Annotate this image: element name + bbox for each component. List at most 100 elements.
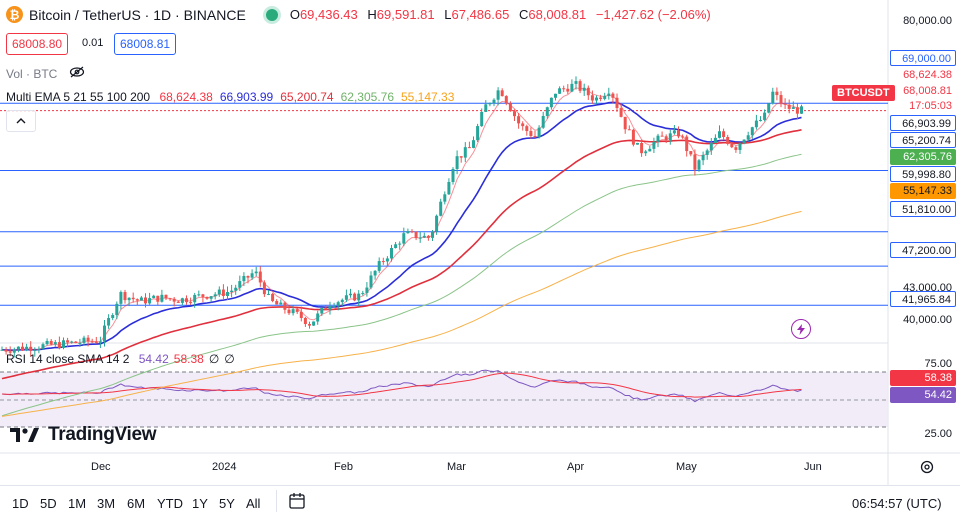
rsi-pane (0, 369, 888, 428)
candle-body (689, 151, 693, 155)
candle-body (29, 346, 33, 351)
candle-body (787, 104, 791, 109)
candle-body (463, 147, 467, 158)
candle-body (312, 321, 316, 326)
candle-body (336, 302, 340, 307)
range-button-all[interactable]: All (246, 496, 261, 511)
volume-indicator[interactable]: Vol · BTC (6, 66, 85, 81)
rsi-legend[interactable]: RSI 14 close SMA 14 2 54.42 58.38 ∅ ∅ (6, 352, 240, 366)
candle-body (234, 287, 238, 291)
candle-body (49, 340, 53, 345)
rsi-line (1, 369, 802, 403)
time-tick: Mar (447, 461, 466, 473)
candle-body (767, 103, 771, 113)
candle-body (66, 340, 70, 343)
candle-body (279, 302, 283, 305)
toolbar-divider (276, 490, 277, 512)
clock[interactable]: 06:54:57 (UTC) (852, 496, 942, 511)
date-range-calendar-icon[interactable] (288, 492, 306, 515)
candle-body (4, 349, 8, 352)
candle-body (677, 130, 680, 137)
candle-body (582, 87, 586, 91)
candle-body (517, 116, 521, 124)
rsi-value: ∅ (224, 352, 235, 366)
candle-body (349, 293, 352, 296)
rsi-tick: 75.00 (924, 358, 952, 370)
range-button-ytd[interactable]: YTD (157, 496, 183, 511)
candle-body (791, 107, 795, 109)
candle-body (447, 181, 451, 195)
candle-body (98, 341, 102, 343)
spread-value: 0.01 (82, 37, 104, 49)
candle-body (603, 95, 607, 99)
candle-body (201, 294, 205, 297)
symbol-header[interactable]: ₿ Bitcoin / TetherUS · 1D · BINANCE O69,… (6, 6, 717, 23)
price-axis-badge: 62,305.76 (890, 149, 956, 165)
price-change: −1,427.62 (−2.06%) (595, 7, 711, 22)
candle-body (164, 294, 168, 299)
candle-body (107, 318, 111, 326)
candle-body (426, 235, 430, 238)
candle-body (422, 235, 426, 238)
candle-body (205, 296, 209, 299)
candle-body (414, 231, 418, 238)
candle-body (644, 151, 648, 154)
candle-body (726, 136, 730, 144)
ema-lines (1, 87, 802, 417)
range-button-1d[interactable]: 1D (12, 496, 29, 511)
range-button-3m[interactable]: 3M (97, 496, 116, 511)
bitcoin-logo-icon: ₿ (6, 6, 23, 23)
candle-body (504, 96, 508, 104)
volume-label: Vol · BTC (6, 67, 58, 81)
alert-lightning-icon[interactable] (791, 319, 811, 339)
candle-body (513, 111, 516, 117)
tradingview-logo[interactable]: TradingView (10, 424, 157, 446)
tradingview-logo-icon (10, 428, 39, 442)
candle-body (295, 309, 299, 312)
sell-button[interactable]: 68008.80 (6, 33, 69, 55)
candle-body (262, 282, 266, 295)
collapse-indicators-button[interactable] (6, 110, 36, 132)
candle-body (549, 97, 553, 108)
candle-body (258, 271, 262, 283)
candle-body (152, 295, 156, 299)
candle-body (574, 81, 578, 84)
rsi-value: ∅ (208, 352, 220, 366)
symbol-title[interactable]: Bitcoin / TetherUS · 1D · BINANCE (29, 6, 246, 23)
ema-legend[interactable]: Multi EMA 5 21 55 100 200 68,624.38 66,90… (6, 90, 461, 104)
range-button-6m[interactable]: 6M (127, 496, 146, 511)
candle-body (324, 307, 328, 310)
candle-body (402, 233, 406, 244)
bottom-divider (0, 485, 960, 486)
candle-body (566, 88, 570, 92)
eye-crossed-icon[interactable] (69, 66, 85, 81)
candle-body (611, 93, 615, 98)
candle-body (57, 342, 61, 348)
candle-body (672, 130, 676, 134)
candle-body (381, 261, 385, 263)
candle-body (193, 294, 197, 303)
time-tick: Feb (334, 461, 353, 473)
candle-body (148, 298, 152, 304)
candle-body (500, 90, 504, 97)
candle-body (361, 292, 365, 294)
candle-body (246, 275, 250, 278)
candle-body (299, 311, 303, 318)
range-button-5y[interactable]: 5Y (219, 496, 235, 511)
candle-body (332, 306, 336, 308)
ema-label: Multi EMA 5 21 55 100 200 (6, 90, 151, 104)
range-button-5d[interactable]: 5D (40, 496, 57, 511)
candle-body (94, 341, 98, 343)
candle-body (160, 294, 164, 302)
candle-body (398, 243, 402, 245)
settings-gear-icon[interactable] (919, 459, 935, 480)
range-button-1m[interactable]: 1M (68, 496, 87, 511)
range-button-1y[interactable]: 1Y (192, 496, 208, 511)
candle-body (545, 107, 549, 116)
rsi-value: 54.42 (138, 352, 169, 366)
symbol-tag: BTCUSDT (832, 85, 895, 101)
candle-body (394, 244, 398, 249)
buy-button[interactable]: 68008.81 (114, 33, 177, 55)
candle-body (90, 341, 94, 343)
